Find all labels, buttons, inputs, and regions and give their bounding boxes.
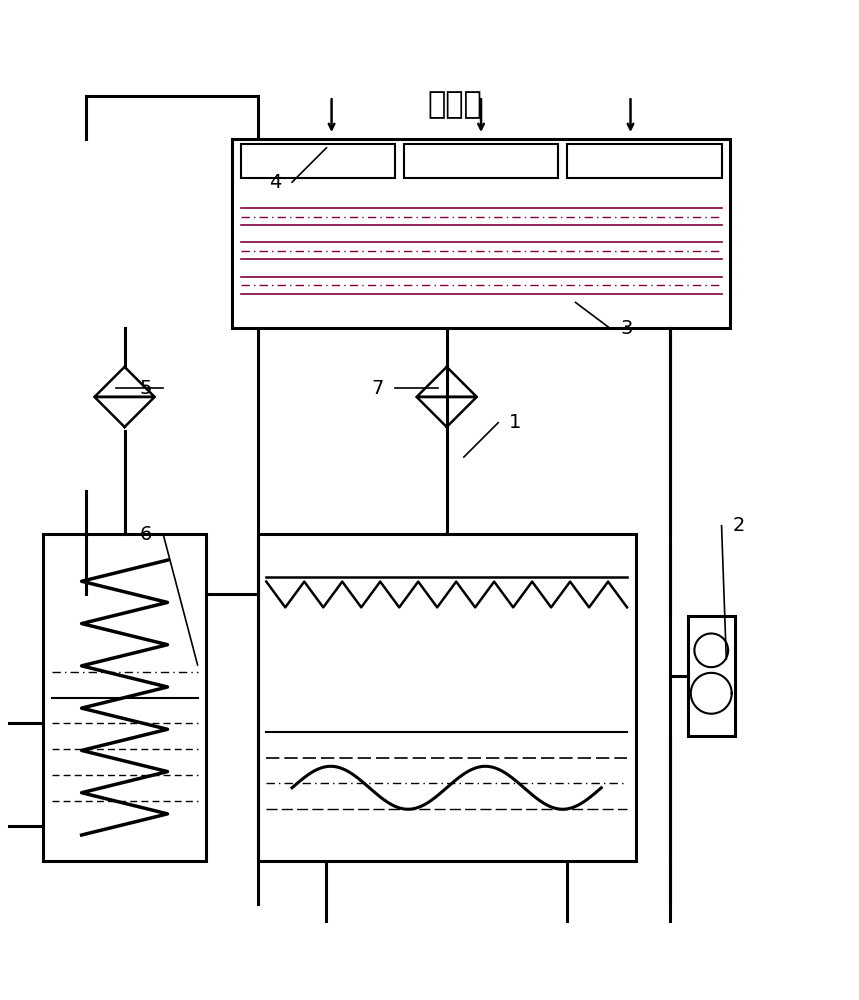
Bar <box>241 144 395 178</box>
Text: 2: 2 <box>733 516 745 535</box>
Text: 6: 6 <box>140 525 152 544</box>
Bar <box>232 139 730 328</box>
Bar <box>687 616 735 736</box>
Bar <box>43 534 206 861</box>
Text: 1: 1 <box>509 413 521 432</box>
Text: 太阳光: 太阳光 <box>428 90 483 119</box>
Text: 3: 3 <box>621 319 633 338</box>
Text: 5: 5 <box>140 379 152 398</box>
Bar <box>404 144 558 178</box>
Text: 4: 4 <box>269 173 281 192</box>
Bar <box>567 144 722 178</box>
Bar <box>258 534 636 861</box>
Text: 7: 7 <box>372 379 384 398</box>
